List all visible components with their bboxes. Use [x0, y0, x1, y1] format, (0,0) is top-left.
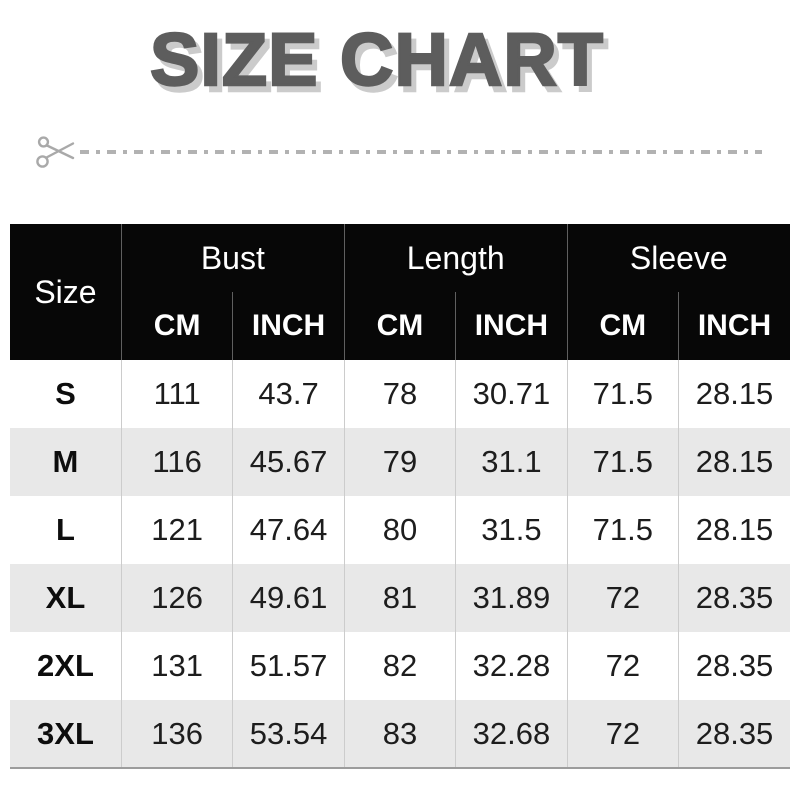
size-label: L: [55, 512, 75, 547]
cell-bust-inch: 43.7: [232, 360, 345, 428]
cell-bust-inch: 53.54: [232, 700, 345, 768]
cut-line: [36, 135, 762, 169]
cell-sleeve-cm: 71.5: [566, 428, 679, 496]
col-header-length: Length: [343, 224, 568, 292]
cell-sleeve-inch: 28.15: [678, 428, 790, 496]
page-title-shadow: SIZE CHART: [154, 24, 609, 107]
cell-sleeve-inch: 28.35: [678, 700, 790, 768]
cell-bust-cm: 126: [120, 564, 233, 632]
col-header-length-inch: INCH: [455, 292, 568, 360]
size-label: 2XL: [37, 648, 94, 683]
page-title-text: SIZE CHART: [149, 18, 604, 101]
cell-sleeve-cm: 72: [566, 700, 679, 768]
cell-length-inch: 32.28: [455, 632, 568, 700]
cell-bust-cm: 131: [120, 632, 233, 700]
size-label: S: [55, 376, 76, 411]
size-table: Size Bust Length Sleeve CM INCH CM INCH …: [10, 224, 790, 769]
cell-sleeve-cm: 72: [566, 564, 679, 632]
cell-length-cm: 83: [343, 700, 456, 768]
cell-length-cm: 80: [343, 496, 456, 564]
cell-sleeve-cm: 71.5: [566, 360, 679, 428]
col-header-bust-cm: CM: [120, 292, 233, 360]
table-row-2xl: 2XL 131 51.57 82 32.28 72 28.35: [10, 632, 790, 700]
table-row-s: S 111 43.7 78 30.71 71.5 28.15: [10, 360, 790, 428]
col-header-size: Size: [10, 224, 122, 360]
cell-length-cm: 81: [343, 564, 456, 632]
cell-bust-cm: 121: [120, 496, 233, 564]
cell-length-cm: 82: [343, 632, 456, 700]
col-header-length-cm: CM: [343, 292, 456, 360]
header-row-groups: Size Bust Length Sleeve: [10, 224, 790, 360]
cell-bust-inch: 45.67: [232, 428, 345, 496]
table-row-3xl: 3XL 136 53.54 83 32.68 72 28.35: [10, 700, 790, 768]
size-label: 3XL: [37, 715, 94, 751]
cell-sleeve-inch: 28.35: [678, 564, 790, 632]
cell-length-inch: 30.71: [455, 360, 568, 428]
table-row-l: L 121 47.64 80 31.5 71.5 28.15: [10, 496, 790, 564]
table-row-xl: XL 126 49.61 81 31.89 72 28.35: [10, 564, 790, 632]
cell-bust-cm: 116: [120, 428, 233, 496]
cell-sleeve-inch: 28.35: [678, 632, 790, 700]
dashed-cut-line: [80, 150, 762, 154]
cell-sleeve-inch: 28.15: [678, 360, 790, 428]
col-header-bust-inch: INCH: [232, 292, 345, 360]
cell-length-inch: 31.1: [455, 428, 568, 496]
col-header-sleeve-inch: INCH: [678, 292, 790, 360]
size-label: XL: [45, 580, 86, 615]
header-row-units: CM INCH CM INCH CM INCH: [10, 292, 790, 360]
cell-sleeve-cm: 72: [566, 632, 679, 700]
cell-sleeve-inch: 28.15: [678, 496, 790, 564]
cell-length-cm: 78: [343, 360, 456, 428]
size-label: M: [52, 444, 79, 479]
cell-bust-inch: 51.57: [232, 632, 345, 700]
col-header-sleeve-cm: CM: [566, 292, 679, 360]
cell-bust-cm: 136: [120, 700, 233, 768]
table-row-m: M 116 45.67 79 31.1 71.5 28.15: [10, 428, 790, 496]
cell-length-cm: 79: [343, 428, 456, 496]
scissors-icon: [36, 136, 75, 168]
cell-bust-cm: 111: [120, 360, 233, 428]
cell-length-inch: 31.89: [455, 564, 568, 632]
cell-bust-inch: 47.64: [232, 496, 345, 564]
col-header-sleeve: Sleeve: [566, 224, 790, 292]
cell-length-inch: 32.68: [455, 700, 568, 768]
cell-bust-inch: 49.61: [232, 564, 345, 632]
col-header-bust: Bust: [120, 224, 345, 292]
cell-sleeve-cm: 71.5: [566, 496, 679, 564]
cell-length-inch: 31.5: [455, 496, 568, 564]
